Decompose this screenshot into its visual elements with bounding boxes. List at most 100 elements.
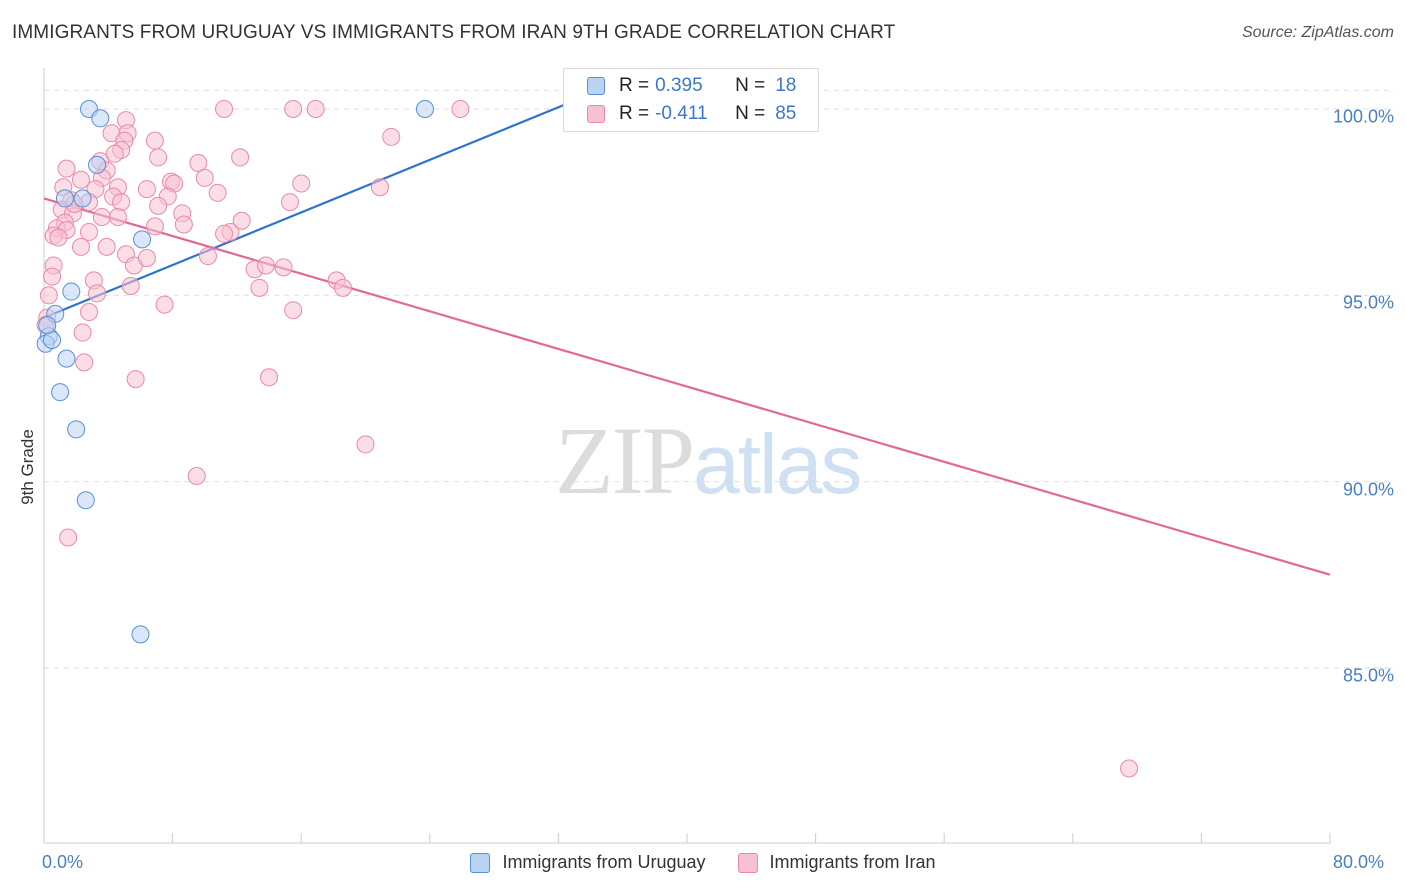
point-iran	[126, 370, 145, 389]
point-uruguay	[43, 330, 62, 349]
point-iran	[149, 196, 168, 215]
point-uruguay	[76, 491, 95, 510]
point-uruguay	[88, 155, 107, 174]
trend-lines	[43, 93, 1331, 576]
point-uruguay	[131, 625, 150, 644]
legend-n-label: N =	[735, 103, 766, 124]
point-uruguay	[415, 99, 434, 118]
point-iran	[71, 170, 90, 189]
legend-r-value: -0.411	[655, 103, 708, 124]
point-iran	[80, 303, 99, 322]
point-iran	[73, 323, 92, 342]
point-iran	[174, 215, 193, 234]
point-iran	[250, 278, 269, 297]
chart-title: IMMIGRANTS FROM URUGUAY VS IMMIGRANTS FR…	[12, 22, 896, 43]
point-iran	[215, 224, 234, 243]
point-iran	[195, 168, 214, 187]
point-iran	[57, 159, 76, 178]
point-iran	[451, 99, 470, 118]
legend-row-iran: R = -0.411 N = 85	[564, 101, 796, 127]
point-iran	[333, 278, 352, 297]
point-iran	[88, 284, 107, 303]
legend-swatch-iran	[587, 105, 605, 123]
trend-line-iran	[43, 197, 1331, 576]
legend-swatch-uruguay	[470, 852, 491, 873]
point-uruguay	[57, 349, 76, 368]
legend-item-uruguay[interactable]: Immigrants from Uruguay	[470, 852, 706, 873]
point-iran	[274, 258, 293, 277]
y-tick-label: 85.0%	[1342, 665, 1394, 686]
point-uruguay	[51, 383, 70, 402]
source-label: Source: ZipAtlas.com	[1241, 24, 1394, 41]
x-tick-label-max: 80.0%	[1333, 852, 1385, 872]
point-iran	[356, 435, 375, 454]
point-iran	[260, 368, 279, 387]
point-iran	[137, 180, 156, 199]
point-iran	[208, 183, 227, 202]
point-iran	[198, 247, 217, 266]
legend-label-iran: Immigrants from Iran	[769, 852, 936, 872]
y-axis-label: 9th Grade	[18, 429, 37, 505]
point-iran	[75, 353, 94, 372]
point-iran	[145, 217, 164, 236]
legend-n-value: 85	[775, 103, 797, 124]
point-iran	[137, 249, 156, 268]
gridlines	[44, 89, 1395, 669]
point-iran	[284, 99, 303, 118]
legend-swatch-iran	[737, 852, 758, 873]
point-iran	[284, 301, 303, 320]
legend-swatch-uruguay	[587, 77, 605, 95]
legend-row-uruguay: R = 0.395 N = 18	[564, 73, 796, 99]
point-uruguay	[73, 189, 92, 208]
point-iran	[382, 127, 401, 146]
point-iran	[187, 466, 206, 485]
point-iran	[231, 148, 250, 167]
point-uruguay	[62, 282, 81, 301]
point-iran	[155, 295, 174, 314]
y-tick-label: 95.0%	[1342, 292, 1394, 313]
y-tick-label: 90.0%	[1342, 479, 1394, 500]
point-iran	[71, 237, 90, 256]
point-iran	[43, 267, 62, 286]
point-uruguay	[67, 420, 86, 439]
point-uruguay	[133, 230, 152, 249]
legend-r-label: R =	[619, 75, 650, 96]
watermark: ZIPatlas	[555, 405, 862, 516]
watermark-zip: ZIP	[555, 407, 695, 514]
point-uruguay	[55, 189, 74, 208]
point-iran	[39, 286, 58, 305]
point-iran	[121, 276, 140, 295]
legend-r-label: R =	[619, 103, 650, 124]
legend-n-value: 18	[775, 75, 797, 96]
point-uruguay	[91, 109, 110, 128]
axes	[43, 68, 1331, 844]
legend-item-iran[interactable]: Immigrants from Iran	[737, 852, 936, 873]
point-iran	[280, 193, 299, 212]
point-iran	[49, 228, 68, 247]
legend-label-uruguay: Immigrants from Uruguay	[502, 852, 706, 872]
point-iran	[256, 256, 275, 275]
point-iran	[92, 208, 111, 227]
point-iran	[370, 178, 389, 197]
point-uruguay	[38, 316, 57, 335]
point-iran	[105, 144, 124, 163]
point-iran	[145, 131, 164, 150]
point-iran	[59, 528, 78, 547]
legend-n-label: N =	[735, 75, 766, 96]
point-iran	[80, 222, 99, 241]
point-iran	[112, 193, 131, 212]
point-iran	[232, 211, 251, 230]
legend-r-value: 0.395	[655, 75, 703, 96]
bottom-legend: Immigrants from Uruguay Immigrants from …	[0, 852, 1406, 873]
data-points	[36, 99, 1139, 778]
point-iran	[292, 174, 311, 193]
point-iran	[189, 154, 208, 173]
stats-legend: R = 0.395 N = 18 R = -0.411 N = 85	[563, 68, 819, 132]
x-tick-label-min: 0.0%	[42, 852, 84, 872]
point-iran	[215, 99, 234, 118]
point-iran	[1120, 759, 1139, 778]
point-iran	[108, 208, 127, 227]
point-iran	[97, 237, 116, 256]
point-iran	[306, 99, 325, 118]
